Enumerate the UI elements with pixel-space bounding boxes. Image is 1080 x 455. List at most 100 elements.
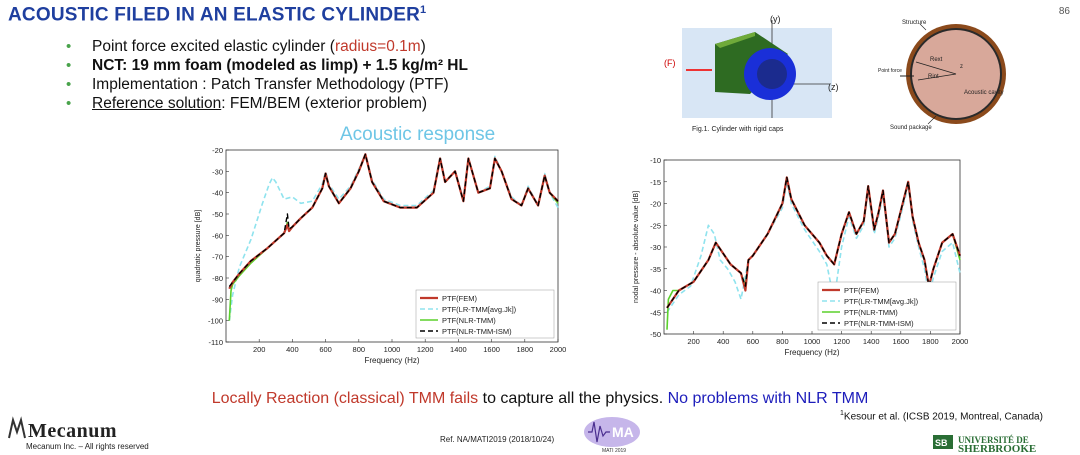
mati-logo-icon: MA MATI 2019 — [584, 417, 640, 454]
y-tick-label: -20 — [212, 146, 223, 155]
university-name: UNIVERSITÉ DE SHERBROOKE — [958, 435, 1037, 455]
y-tick-label: -40 — [650, 287, 661, 296]
bullet-text-part: Point force excited elastic cylinder ( — [92, 38, 335, 55]
university-line2: SHERBROOKE — [958, 443, 1037, 455]
sound-package-pointer — [927, 115, 937, 125]
reference-text: Ref. NA/MATI2019 (2018/10/24) — [440, 435, 555, 444]
x-axis-title: Frequency (Hz) — [784, 348, 839, 357]
x-tick-label: 800 — [353, 345, 366, 354]
y-tick-label: -50 — [212, 210, 223, 219]
bullet-item: Reference solution: FEM/BEM (exterior pr… — [66, 94, 468, 113]
copyright: Mecanum Inc. – All rights reserved — [26, 442, 149, 451]
page-number: 86 — [1058, 6, 1070, 17]
bullet-item: Point force excited elastic cylinder (ra… — [66, 37, 468, 56]
legend-label: PTF(LR-TMM[avg.Jk]) — [844, 297, 919, 306]
y-tick-label: -15 — [650, 178, 661, 187]
slide-title: ACOUSTIC FILED IN AN ELASTIC CYLINDER1 — [8, 4, 426, 26]
x-tick-label: 1000 — [804, 337, 821, 346]
mati-label: MATI 2019 — [602, 448, 626, 454]
bullet-item: Implementation : Patch Transfer Methodol… — [66, 75, 468, 94]
x-tick-label: 1800 — [922, 337, 939, 346]
title-footnote-mark: 1 — [420, 4, 427, 16]
slide-title-text: ACOUSTIC FILED IN AN ELASTIC CYLINDER — [8, 4, 421, 26]
sherbrooke-logo-icon: SB — [933, 435, 953, 449]
citation: 1Kesour et al. (ICSB 2019, Montreal, Can… — [840, 410, 1043, 422]
legend-label: PTF(NLR-TMM-ISM) — [844, 319, 914, 328]
legend-label: PTF(NLR-TMM) — [442, 316, 496, 325]
x-tick-label: 2000 — [952, 337, 969, 346]
university-line1: UNIVERSITÉ DE — [958, 435, 1029, 445]
bullet-text-part: ) — [420, 38, 426, 55]
cylinder-highlight — [715, 32, 755, 48]
series-line-ptf_fem — [666, 176, 962, 309]
x-tick-label: 1000 — [384, 345, 401, 354]
legend-label: PTF(LR-TMM[avg.Jk]) — [442, 305, 517, 314]
legend-label: PTF(FEM) — [844, 286, 879, 295]
mecanum-logo-icon — [8, 416, 26, 439]
conclusion-part1: Locally Reaction (classical) TMM fails — [211, 390, 479, 407]
x-tick-label: 400 — [286, 345, 299, 354]
x-tick-label: 1600 — [892, 337, 909, 346]
bullet-text-part: radius=0.1m — [334, 38, 421, 55]
y-axis-label: (y) — [770, 14, 781, 24]
legend-label: PTF(FEM) — [442, 294, 477, 303]
x-tick-label: 1400 — [863, 337, 880, 346]
structure-pointer — [919, 23, 927, 31]
rext-label: Rext — [930, 57, 943, 63]
bullet-text-part: NCT: 19 mm foam (modeled as limp) + 1.5 … — [92, 57, 468, 74]
x-axis-title: Frequency (Hz) — [364, 356, 419, 365]
rint-label: Rint — [928, 74, 939, 80]
x-tick-label: 1200 — [833, 337, 850, 346]
x-tick-label: 600 — [747, 337, 760, 346]
svg-text:SB: SB — [935, 438, 948, 448]
cylinder-figure: (F) (y) (z) Fig.1. Cylinder with rigid c… — [664, 14, 839, 133]
y-axis-title: quadratic pressure [dB] — [195, 210, 202, 282]
legend-label: PTF(NLR-TMM-ISM) — [442, 327, 512, 336]
bullet-item: NCT: 19 mm foam (modeled as limp) + 1.5 … — [66, 56, 468, 75]
cross-section-figure: Structure Rext Rint Point force Acoustic… — [878, 20, 1006, 131]
x-tick-label: 1800 — [516, 345, 533, 354]
x-tick-label: 1600 — [483, 345, 500, 354]
y-tick-label: -10 — [650, 156, 661, 165]
y-tick-label: -30 — [212, 167, 223, 176]
y-tick-label: -70 — [212, 253, 223, 262]
y-tick-label: -50 — [650, 330, 661, 339]
series-line-nlr_ism — [228, 153, 559, 287]
bullet-text-part: Implementation : Patch Transfer Methodol… — [92, 76, 449, 93]
y-tick-label: -30 — [650, 243, 661, 252]
conclusion-part3: No problems with NLR TMM — [667, 390, 869, 407]
mecanum-logo-text: Mecanum — [28, 420, 118, 442]
legend-label: PTF(NLR-TMM) — [844, 308, 898, 317]
x-tick-label: 1200 — [417, 345, 434, 354]
svg-text:MA: MA — [612, 424, 634, 440]
legend-box — [817, 281, 957, 331]
structure-label: Structure — [902, 20, 927, 26]
z-label: z — [960, 64, 963, 70]
point-force-label: Point force — [878, 68, 902, 74]
bullet-text-part: : FEM/BEM (exterior problem) — [221, 95, 428, 112]
y-tick-label: -60 — [212, 231, 223, 240]
chart-nodal-pressure: 200 400 600 800 1000 1200 1400 1600 1800 2000 -10 -… — [633, 156, 969, 357]
y-tick-label: -35 — [650, 265, 661, 274]
legend-box — [415, 289, 555, 339]
x-tick-label: 1400 — [450, 345, 467, 354]
y-tick-label: -45 — [650, 308, 661, 317]
x-tick-label: 200 — [687, 337, 700, 346]
x-tick-label: 2000 — [550, 345, 567, 354]
y-tick-label: -110 — [209, 338, 223, 347]
citation-text: Kesour et al. (ICSB 2019, Montreal, Cana… — [843, 411, 1043, 423]
x-tick-label: 800 — [776, 337, 789, 346]
rext-line — [915, 61, 957, 75]
conclusion-part2: to capture all the physics. — [478, 390, 668, 407]
y-tick-label: -80 — [212, 274, 223, 283]
y-tick-label: -100 — [208, 317, 223, 326]
bullet-list: Point force excited elastic cylinder (ra… — [66, 37, 468, 113]
x-tick-label: 600 — [319, 345, 332, 354]
y-tick-label: -20 — [650, 200, 661, 209]
acoustic-response-label: Acoustic response — [340, 124, 496, 145]
figure-caption: Fig.1. Cylinder with rigid caps — [692, 126, 784, 133]
y-tick-label: -25 — [650, 221, 661, 230]
sound-package-label: Sound package — [890, 125, 932, 131]
x-tick-label: 400 — [717, 337, 730, 346]
z-axis-label: (z) — [828, 82, 839, 92]
